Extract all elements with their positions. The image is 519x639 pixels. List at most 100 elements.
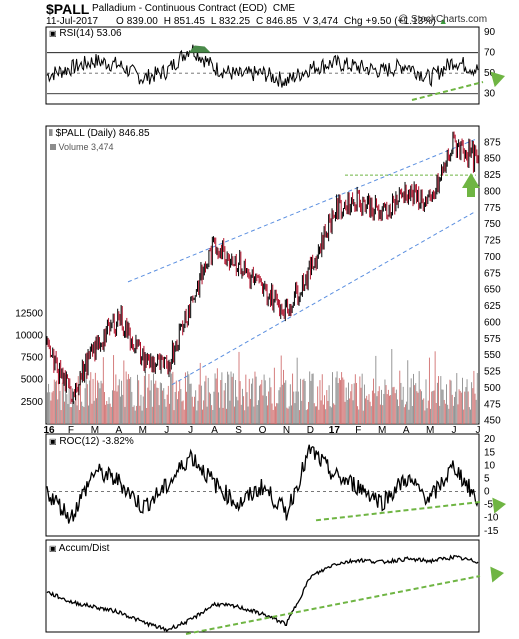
volume-bar: [64, 401, 66, 424]
volume-bar: [51, 392, 53, 424]
volume-tick-label: 10000: [15, 330, 43, 341]
volume-bar: [410, 378, 412, 424]
volume-bar: [257, 400, 259, 424]
volume-bar: [132, 406, 134, 424]
volume-bar: [255, 376, 257, 424]
volume-bar: [162, 390, 164, 424]
volume-bar: [114, 390, 116, 424]
volume-bar: [252, 378, 254, 424]
volume-bar: [253, 406, 255, 424]
price-layer: 450 475 500 525 550 575 600 625 650 675 700 725 750 7…: [46, 131, 501, 427]
volume-bar: [221, 372, 223, 424]
volume-bar: [368, 394, 370, 424]
price-up-arrow-shaft: [467, 187, 475, 197]
volume-bar: [84, 388, 86, 424]
volume-bar: [431, 391, 433, 424]
instrument-name: Palladium - Continuous Contract (EOD) CM…: [92, 3, 295, 14]
volume-bar: [360, 387, 362, 424]
ad-trendline: [185, 575, 481, 635]
month-tick-label: N: [283, 425, 290, 436]
volume-bar: [150, 380, 152, 424]
rsi-arrow-icon: [490, 71, 505, 88]
volume-bar: [241, 388, 243, 424]
copyright-link[interactable]: @ StockCharts.com: [398, 14, 488, 25]
volume-bar: [463, 409, 465, 424]
month-tick-label: J: [476, 425, 481, 436]
volume-bar: [475, 399, 477, 424]
volume-bar: [244, 410, 246, 424]
volume-bar: [406, 401, 408, 424]
volume-bar: [218, 392, 219, 424]
volume-bar: [309, 371, 311, 424]
volume-bar: [271, 403, 273, 424]
rsi-overbought-fill: [188, 45, 211, 53]
volume-bar: [86, 384, 88, 424]
volume-bar: [414, 385, 416, 424]
volume-bar: [52, 390, 54, 424]
volume-bar: [105, 404, 107, 424]
volume-bar: [292, 373, 294, 424]
volume-bar: [281, 384, 283, 424]
volume-bar: [422, 399, 424, 424]
price-tick-label: 800: [484, 186, 501, 197]
volume-bar: [226, 408, 227, 424]
volume-bar: [467, 391, 469, 424]
ohlc-values: O 839.00 H 851.45 L 832.25 C 846.85 V 3,…: [116, 16, 436, 27]
volume-bar: [70, 407, 72, 424]
volume-bar: [279, 387, 281, 424]
trend-arrow-layer: [462, 71, 506, 583]
volume-swatch-icon: [50, 144, 56, 150]
volume-bar: [228, 374, 230, 424]
volume-bar: [172, 371, 174, 424]
volume-bar: [106, 401, 108, 424]
volume-bar: [47, 392, 48, 424]
volume-bar: [324, 395, 325, 424]
month-tick-label: A: [115, 425, 122, 436]
volume-bar: [403, 407, 405, 424]
volume-bar: [243, 396, 245, 424]
price-tick-label: 725: [484, 236, 501, 247]
volume-bar: [383, 393, 385, 424]
volume-bar: [326, 390, 328, 424]
volume-bar: [127, 374, 129, 424]
volume-bar: [73, 400, 75, 424]
volume-bar: [54, 381, 56, 424]
volume-bar: [417, 392, 419, 424]
volume-bar: [466, 379, 468, 424]
volume-bar: [214, 373, 216, 424]
volume-bar: [169, 403, 170, 424]
volume-bar: [476, 372, 478, 424]
volume-bar: [68, 387, 70, 424]
price-tick-label: 550: [484, 350, 501, 361]
volume-bar: [418, 371, 420, 424]
volume-bar: [436, 382, 438, 424]
price-tick-label: 825: [484, 170, 501, 181]
roc-label-text: ROC(12) -3.82%: [59, 436, 134, 447]
volume-bar: [236, 396, 238, 424]
volume-bar: [289, 384, 291, 424]
volume-bar: [260, 384, 262, 424]
volume-bar: [444, 403, 446, 424]
price-label-text: $PALL (Daily) 846.85: [55, 128, 150, 139]
volume-bar: [346, 399, 348, 424]
volume-bar: [334, 404, 336, 424]
volume-bar: [198, 384, 200, 424]
volume-bar: [220, 380, 222, 424]
volume-bar: [232, 373, 234, 424]
volume-bar: [425, 379, 427, 424]
panel-icon: ▣: [49, 29, 57, 38]
volume-bar: [212, 409, 214, 424]
volume-bar: [108, 397, 110, 424]
volume-bar: [451, 394, 453, 424]
volume-bar: [60, 410, 62, 424]
volume-bar: [133, 405, 135, 424]
volume-bar: [402, 386, 404, 424]
volume-bar: [171, 373, 173, 424]
axis-layer: 16 F M A M J J A S O N D 17 F M A M J J: [43, 425, 480, 436]
volume-layer: 2500 5000 7500 10000 12500: [15, 308, 478, 424]
volume-bar: [367, 399, 369, 424]
volume-bar: [443, 399, 445, 424]
volume-bar: [362, 410, 364, 424]
volume-bar: [293, 391, 295, 424]
volume-bar: [69, 407, 71, 424]
